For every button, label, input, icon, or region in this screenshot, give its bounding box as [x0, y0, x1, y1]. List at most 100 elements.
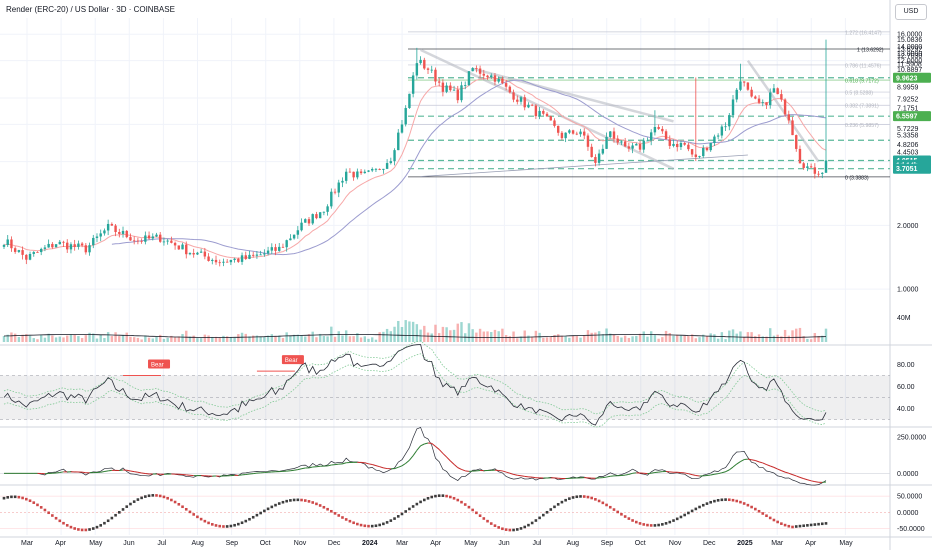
candle-body — [516, 99, 519, 102]
volume-bar — [136, 337, 140, 342]
volume-bar — [504, 335, 508, 342]
oscillator-point — [207, 521, 210, 525]
rsi-axis-tick: 40.00 — [897, 406, 915, 413]
oscillator-point — [285, 499, 288, 503]
oscillator-point — [65, 524, 69, 527]
momentum-signal-segment — [368, 463, 373, 466]
oscillator-point — [813, 523, 817, 526]
oscillator-point — [110, 516, 114, 520]
candle-body — [824, 160, 828, 173]
oscillator-point — [210, 523, 214, 526]
bear-divergence-label — [281, 355, 304, 365]
volume-bar — [601, 334, 605, 342]
candle-body — [809, 166, 813, 168]
candle-body — [464, 85, 467, 86]
candle-body — [452, 89, 456, 91]
candle-body — [728, 115, 731, 127]
candle-body — [713, 136, 716, 144]
volume-bar — [214, 336, 218, 342]
oscillator-point — [385, 521, 389, 524]
candle-body — [772, 88, 776, 93]
time-axis-tick: Mar — [21, 540, 34, 547]
volume-bar — [374, 339, 378, 342]
momentum-signal-segment — [453, 464, 459, 468]
volume-bar — [724, 339, 727, 342]
price-axis-tick: 4.8206 — [897, 142, 919, 149]
candle-body — [538, 110, 541, 117]
candle-body — [363, 171, 366, 174]
candle-body — [233, 258, 236, 260]
candle-body — [214, 259, 218, 263]
candle-body — [285, 240, 288, 248]
volume-bar — [255, 335, 259, 342]
momentum-signal-segment — [431, 443, 436, 447]
volume-bar — [635, 335, 638, 342]
oscillator-point — [307, 500, 311, 503]
oscillator-point — [344, 518, 348, 521]
volume-bar — [590, 332, 593, 342]
momentum-signal-segment — [747, 458, 752, 461]
trend-line — [420, 154, 748, 177]
oscillator-axis-tick: 50.0000 — [897, 494, 922, 501]
candle-body — [627, 146, 631, 149]
momentum-signal-segment — [364, 462, 369, 465]
oscillator-point — [601, 501, 605, 505]
oscillator-point — [151, 494, 155, 497]
candle-body — [404, 108, 407, 125]
sma-line — [111, 79, 827, 256]
oscillator-point — [218, 524, 222, 528]
oscillator-point — [289, 499, 292, 502]
candle-body — [642, 140, 645, 150]
volume-bar — [478, 328, 482, 342]
oscillator-point — [43, 508, 47, 512]
oscillator-point — [177, 502, 181, 506]
candle-body — [430, 69, 433, 71]
oscillator-point — [594, 498, 597, 501]
candle-body — [140, 240, 143, 242]
volume-bar — [556, 334, 560, 342]
candle-body — [661, 128, 664, 132]
oscillator-point — [445, 494, 448, 498]
volume-bar — [248, 336, 251, 342]
volume-bar — [274, 336, 277, 342]
candle-body — [266, 250, 270, 254]
volume-bar — [787, 335, 791, 342]
oscillator-point — [623, 515, 627, 518]
bear-divergence-text: Bear — [151, 363, 164, 369]
volume-bar — [687, 335, 690, 342]
momentum-signal-segment — [294, 469, 298, 471]
oscillator-point — [787, 524, 791, 528]
volume-bar — [106, 332, 110, 342]
price-axis-tick: 13.0000 — [897, 51, 922, 58]
volume-bar — [791, 330, 794, 342]
candle-body — [594, 157, 597, 163]
oscillator-point — [184, 507, 188, 511]
volume-bar — [207, 335, 210, 342]
oscillator-point — [467, 505, 471, 509]
bear-divergence-label — [148, 359, 171, 369]
price-axis-tick: 2.0000 — [897, 223, 919, 230]
oscillator-point — [80, 528, 84, 532]
candle-body — [311, 214, 314, 224]
candle-body — [471, 68, 474, 72]
volume-bar — [423, 325, 426, 342]
oscillator-point — [783, 523, 787, 527]
oscillator-point — [720, 498, 724, 502]
momentum-signal-segment — [416, 445, 421, 451]
time-axis-tick: Dec — [328, 540, 341, 547]
momentum-signal-segment — [465, 470, 470, 472]
momentum-signal-segment — [446, 456, 451, 462]
momentum-signal-segment — [383, 467, 388, 470]
candle-body — [620, 141, 623, 143]
candle-body — [534, 105, 538, 117]
oscillator-point — [2, 496, 6, 500]
oscillator-point — [713, 499, 716, 503]
volume-bar — [731, 329, 735, 342]
currency-button[interactable]: USD — [895, 4, 927, 20]
volume-bar — [58, 336, 61, 342]
price-axis-tick: 16.0000 — [897, 32, 922, 39]
volume-bar — [389, 331, 393, 342]
candle-body — [776, 88, 779, 95]
volume-bar — [493, 329, 497, 342]
